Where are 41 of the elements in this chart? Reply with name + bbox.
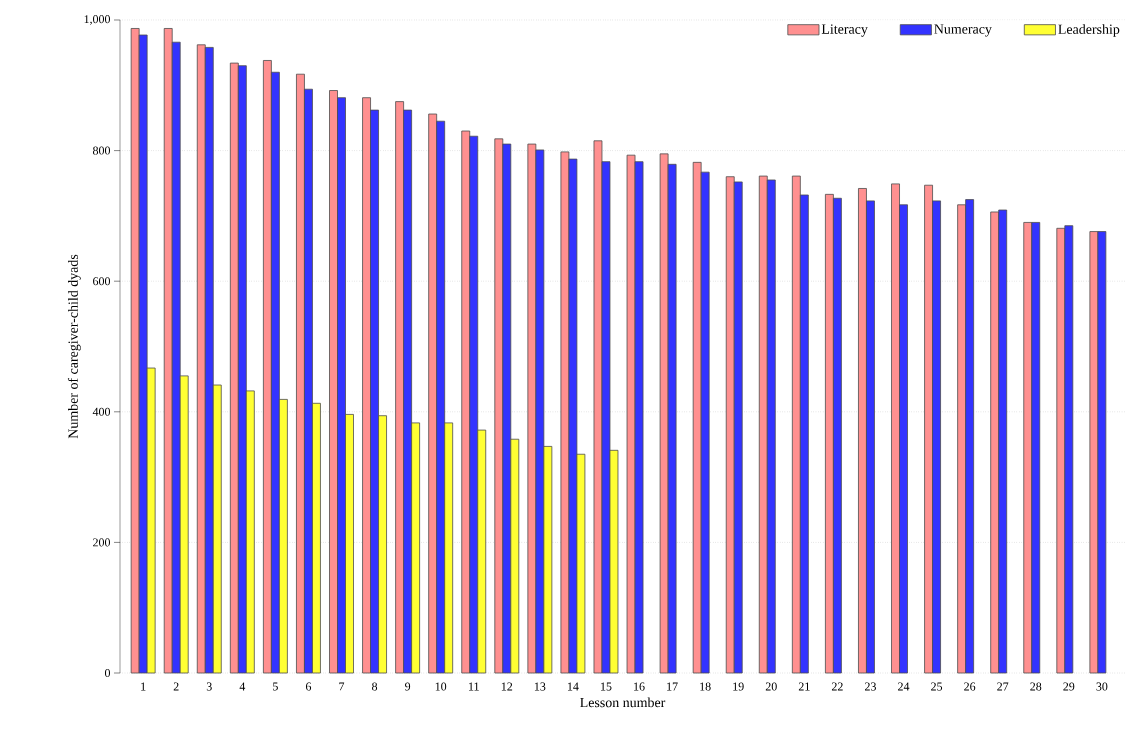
y-tick-label: 800 — [93, 146, 111, 155]
x-tick-label: 28 — [1030, 682, 1042, 691]
y-tick-label: 1,000 — [84, 15, 111, 25]
x-tick-label: 17 — [667, 682, 678, 691]
x-tick-label: 30 — [1096, 682, 1108, 691]
x-tick-label: 24 — [898, 682, 910, 691]
x-tick-label: 10 — [435, 682, 447, 691]
x-tick-label: 5 — [273, 682, 278, 691]
y-tick-label: 200 — [93, 538, 111, 547]
x-tick-label: 20 — [765, 682, 777, 691]
x-tick-label: 18 — [700, 682, 711, 691]
y-tick-label: 400 — [92, 407, 111, 416]
x-tick-label: 22 — [831, 682, 843, 691]
x-tick-label: 8 — [372, 682, 378, 691]
x-tick-label: 13 — [534, 682, 546, 691]
x-tick-label: 16 — [634, 682, 645, 691]
x-tick-label: 12 — [501, 682, 513, 691]
x-tick-label: 1 — [141, 682, 146, 691]
x-tick-label: 15 — [601, 682, 612, 691]
legend-label: Literacy — [821, 24, 868, 37]
x-tick-label: 3 — [206, 682, 212, 691]
x-tick-label: 6 — [305, 682, 312, 691]
x-tick-label: 11 — [469, 682, 479, 691]
y-tick-label: 0 — [104, 668, 111, 678]
x-tick-label: 23 — [865, 682, 876, 691]
x-tick-label: 14 — [567, 682, 579, 691]
y-tick-label: 600 — [93, 277, 111, 286]
x-tick-label: 25 — [931, 682, 943, 691]
x-tick-label: 4 — [239, 682, 246, 691]
x-tick-label: 26 — [964, 682, 976, 691]
x-tick-label: 7 — [339, 682, 345, 691]
x-tick-label: 9 — [405, 682, 411, 691]
x-tick-label: 19 — [733, 682, 744, 691]
x-tick-label: 27 — [997, 682, 1009, 691]
x-axis-title: Lesson number — [580, 697, 666, 708]
legend-label: Numeracy — [934, 24, 992, 37]
legend-label: Leadership — [1058, 24, 1120, 37]
x-tick-label: 29 — [1063, 682, 1075, 691]
y-axis-title: Number of caregiver-child dyads — [67, 254, 81, 439]
x-tick-label: 21 — [798, 682, 810, 691]
x-tick-label: 2 — [173, 682, 179, 691]
